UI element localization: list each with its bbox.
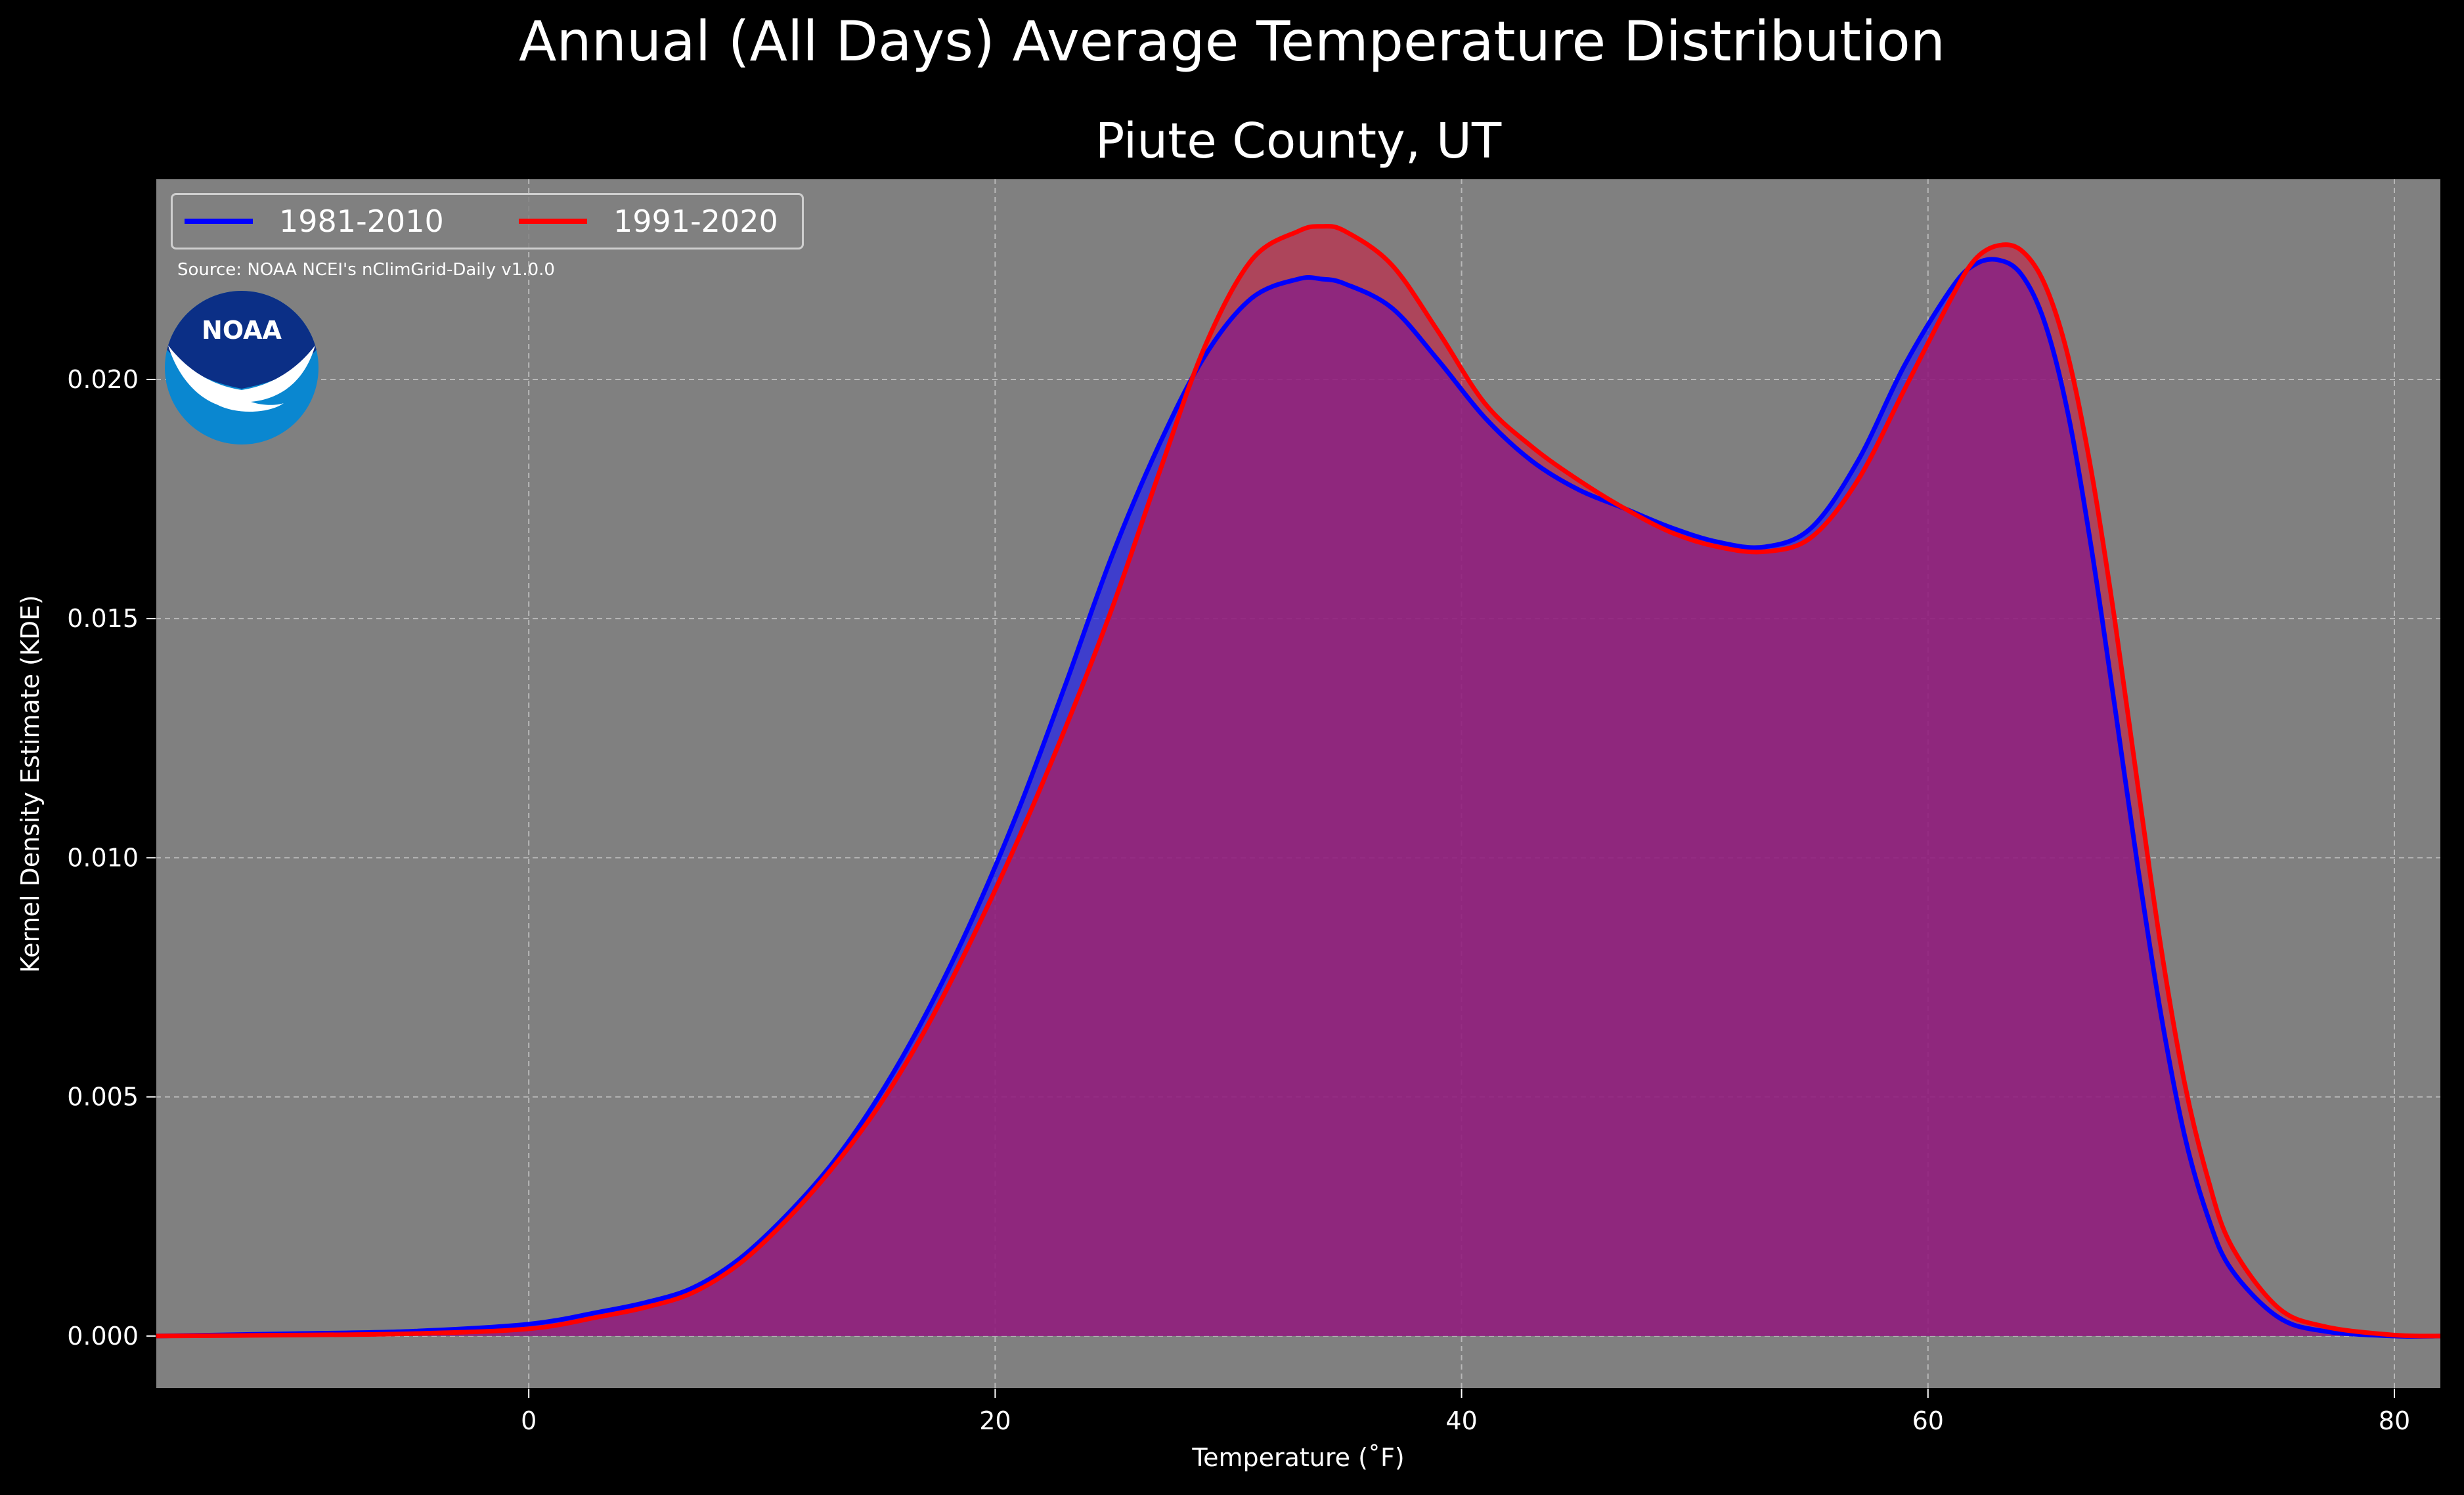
legend: 1981-2010 1991-2020 — [171, 193, 804, 249]
axes — [155, 178, 2442, 1389]
series-1991-2020-area — [156, 226, 2441, 1336]
logo-text: NOAA — [202, 316, 282, 345]
y-tick-label: 0.000 — [67, 1322, 139, 1351]
figure-title: Annual (All Days) Average Temperature Di… — [519, 9, 1945, 74]
legend-swatch-blue — [185, 219, 253, 224]
x-tick-label: 80 — [2379, 1406, 2410, 1435]
y-tick-label: 0.005 — [67, 1083, 139, 1112]
x-tick-label: 0 — [521, 1406, 537, 1435]
legend-swatch-red — [519, 219, 587, 224]
noaa-logo: NOAA — [165, 291, 319, 444]
chart-subtitle: Piute County, UT — [1095, 113, 1502, 169]
y-ticks: 0.000 0.005 0.010 0.015 0.020 — [67, 365, 156, 1351]
source-note: Source: NOAA NCEI's nClimGrid-Daily v1.0… — [177, 260, 555, 280]
series-1981-2010-line — [155, 257, 2442, 1339]
legend-item-1981-2010: 1981-2010 — [185, 195, 444, 248]
x-axis-label: Temperature (˚F) — [1192, 1443, 1405, 1472]
y-tick-label: 0.010 — [67, 843, 139, 872]
legend-label: 1991-2020 — [613, 204, 778, 239]
x-tick-label: 40 — [1445, 1406, 1477, 1435]
x-tick-label: 60 — [1912, 1406, 1944, 1435]
axes-frame — [155, 178, 2442, 1389]
series-areas — [156, 226, 2441, 1337]
y-axis-label: Kernel Density Estimate (KDE) — [16, 595, 45, 973]
y-tick-label: 0.015 — [67, 604, 139, 633]
series-lines — [155, 224, 2442, 1339]
legend-label: 1981-2010 — [279, 204, 444, 239]
x-tick-label: 20 — [979, 1406, 1011, 1435]
x-ticks: 0 20 40 60 80 — [521, 1389, 2410, 1435]
series-1991-2020-line — [155, 224, 2442, 1339]
y-tick-label: 0.020 — [67, 365, 139, 394]
legend-item-1991-2020: 1991-2020 — [519, 195, 778, 248]
